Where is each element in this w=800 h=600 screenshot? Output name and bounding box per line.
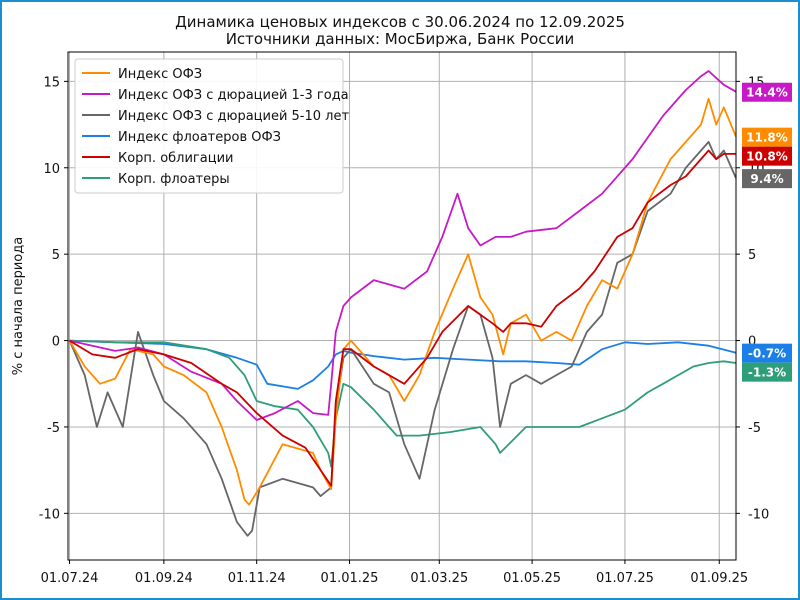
end-label-box <box>742 127 792 147</box>
legend-entry: Корп. флоатеры <box>118 172 230 187</box>
y-tick-label: 0 <box>52 335 60 350</box>
legend-box <box>74 58 344 194</box>
legend-entry: Индекс ОФЗ <box>118 67 202 82</box>
end-label-box <box>742 362 792 382</box>
legend-entry: Индекс флоатеров ОФЗ <box>118 130 281 145</box>
plot-border <box>67 51 737 561</box>
y-tick-label: 15 <box>43 75 60 90</box>
y-tick-label-right: 5 <box>748 248 756 263</box>
x-tick-label: 01.11.24 <box>228 571 286 586</box>
legend-entry: Индекс ОФЗ с дюрацией 5-10 лет <box>118 109 349 124</box>
y-tick-label: -10 <box>39 507 60 522</box>
end-label-text: 10.8% <box>746 150 788 164</box>
end-label-text: -0.7% <box>748 347 786 361</box>
y-tick-label: 5 <box>52 248 60 263</box>
series-line-2 <box>68 140 737 537</box>
y-tick-label-right: 0 <box>748 335 756 350</box>
legend: Индекс ОФЗ Индекс ОФЗ с дюрацией 1-3 года… <box>74 58 349 194</box>
end-label-text: 14.4% <box>746 86 788 100</box>
x-tick-label: 01.09.25 <box>690 571 748 586</box>
end-label-text: 11.8% <box>746 131 788 145</box>
y-tick-label: -5 <box>47 421 60 436</box>
end-label-text: 9.4% <box>750 172 783 186</box>
series-line-5 <box>69 339 737 468</box>
series-line-3 <box>69 339 737 390</box>
x-tick-label: 01.05.25 <box>503 571 561 586</box>
series-line-0 <box>68 97 737 506</box>
legend-entry: Индекс ОФЗ с дюрацией 1-3 года <box>118 88 349 103</box>
y-tick-label: 10 <box>43 162 60 177</box>
y-tick-label-right: -10 <box>748 507 769 522</box>
series-line-1 <box>69 70 737 421</box>
end-label-box <box>742 82 792 102</box>
end-label-box <box>742 146 792 166</box>
x-tick-label: 01.09.24 <box>135 571 193 586</box>
x-tick-label: 01.07.24 <box>41 571 99 586</box>
series-line-4 <box>69 149 736 487</box>
x-tick-label: 01.01.25 <box>321 571 379 586</box>
legend-entry: Корп. облигации <box>118 151 233 166</box>
chart-subtitle: Источники данных: МосБиржа, Банк России <box>225 30 575 48</box>
end-labels: 14.4% 11.8% 10.8% 9.4% -0.7% -1.3% <box>742 82 792 382</box>
end-label-text: -1.3% <box>748 366 786 380</box>
x-tick-label: 01.03.25 <box>410 571 468 586</box>
chart-title: Динамика ценовых индексов с 30.06.2024 п… <box>175 13 625 31</box>
end-label-box <box>742 169 792 189</box>
y-axis-label: % с начала периода <box>11 237 26 375</box>
series-lines <box>68 70 737 537</box>
end-label-box <box>742 343 792 363</box>
y-tick-label-right: -5 <box>748 421 761 436</box>
x-tick-label: 01.07.25 <box>596 571 654 586</box>
